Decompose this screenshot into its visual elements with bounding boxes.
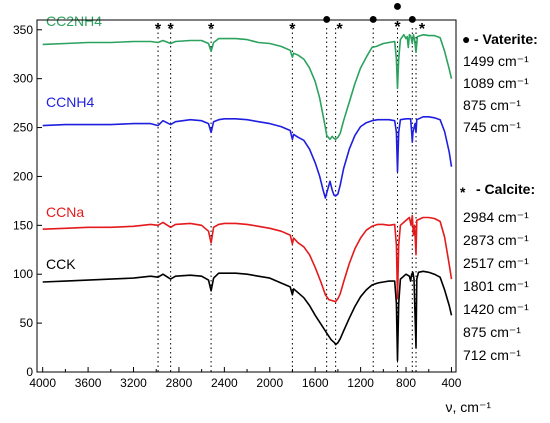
x-tick-label-3600: 3600: [75, 376, 102, 390]
y-tick-label-150: 150: [13, 218, 33, 232]
calcite-symbol: *: [460, 184, 466, 200]
calcite-list: 2984 cm⁻¹ 2873 cm⁻¹ 2517 cm⁻¹ 1801 cm⁻¹ 1420…: [463, 209, 529, 363]
peak-mark-1420-calcite: *: [337, 21, 344, 38]
x-tick-label-3200: 3200: [120, 376, 147, 390]
vaterite-title: - Vaterite:: [474, 31, 538, 47]
vaterite-symbol: ●: [462, 31, 470, 47]
vaterite-band: 1089 cm⁻¹: [463, 75, 529, 91]
series-labels: CC2NH4 CCNH4 CCNa CCK: [46, 13, 102, 272]
x-tick-label-2800: 2800: [166, 376, 193, 390]
x-tick-label-1200: 1200: [347, 376, 374, 390]
y-tick-label-100: 100: [13, 267, 33, 281]
y-tick-label-50: 50: [20, 316, 34, 330]
y-tick-label-350: 350: [13, 23, 33, 37]
peak-mark-2517-calcite: *: [208, 21, 215, 38]
x-tick-label-2000: 2000: [256, 376, 283, 390]
vaterite-band: 1499 cm⁻¹: [463, 53, 529, 69]
spectra-series: [42, 33, 453, 362]
calcite-band: 2517 cm⁻¹: [463, 255, 529, 271]
y-axis-ticks: 0 50 100 150 200 250 300 350: [13, 23, 42, 379]
x-axis-label: ν, cm⁻¹: [446, 399, 492, 415]
series-line-ccnh4: [42, 116, 453, 199]
series-line-cc2nh4: [42, 33, 453, 141]
calcite-band: 2984 cm⁻¹: [463, 209, 529, 225]
series-line-cck: [42, 270, 453, 362]
peak-marks: * * * *●*●●* ●*: [155, 0, 426, 38]
series-label-ccna: CCNa: [46, 204, 84, 220]
plot-frame: [36, 19, 457, 373]
assignment-legend: ● - Vaterite: 1499 cm⁻¹ 1089 cm⁻¹ 875 cm⁻¹…: [460, 31, 538, 363]
peak-mark-2984-calcite: *: [155, 21, 162, 38]
series-label-ccnh4: CCNH4: [46, 94, 94, 110]
peak-marker-lines: [157, 28, 417, 372]
calcite-band: 2873 cm⁻¹: [463, 232, 529, 248]
y-tick-label-300: 300: [13, 72, 33, 86]
series-line-ccna: [42, 214, 453, 303]
vaterite-list: 1499 cm⁻¹ 1089 cm⁻¹ 875 cm⁻¹ 745 cm⁻¹: [463, 53, 529, 135]
peak-mark-2873-calcite: *: [168, 21, 175, 38]
x-tick-label-400: 400: [441, 376, 461, 390]
peak-mark-875-vaterite: ●: [393, 0, 403, 15]
peak-mark-1801-calcite: *: [289, 21, 296, 38]
series-label-cck: CCK: [46, 256, 76, 272]
calcite-band: 875 cm⁻¹: [463, 324, 521, 340]
x-tick-label-2400: 2400: [211, 376, 238, 390]
series-label-cc2nh4: CC2NH4: [46, 13, 102, 29]
axes: [36, 19, 457, 373]
x-tick-label-800: 800: [396, 376, 416, 390]
calcite-band: 1420 cm⁻¹: [463, 301, 529, 317]
calcite-band: 1801 cm⁻¹: [463, 278, 529, 294]
y-tick-label-200: 200: [13, 169, 33, 183]
vaterite-band: 745 cm⁻¹: [463, 119, 521, 135]
calcite-band: 712 cm⁻¹: [463, 347, 521, 363]
y-tick-label-0: 0: [26, 365, 33, 379]
x-tick-label-4000: 4000: [29, 376, 56, 390]
x-axis-ticks: 4000 3600 3200 2800 2400 2000 1600 1200 800 400: [29, 367, 462, 390]
y-tick-label-250: 250: [13, 121, 33, 135]
calcite-title: - Calcite:: [476, 181, 535, 197]
vaterite-band: 875 cm⁻¹: [463, 97, 521, 113]
peak-mark-875-calcite: *: [394, 19, 401, 36]
peak-mark-712-calcite: *: [419, 21, 426, 38]
x-tick-label-1600: 1600: [302, 376, 329, 390]
